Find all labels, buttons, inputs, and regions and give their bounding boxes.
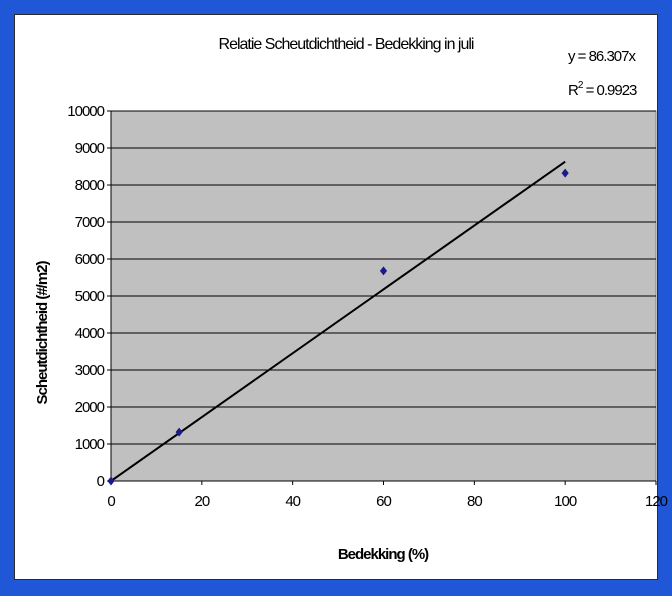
chart-title: Relatie Scheutdichtheid - Bedekking in j… (219, 36, 474, 53)
data-point-3 (379, 266, 388, 276)
r-squared-value: = 0.9923 (582, 82, 637, 99)
x-tick-label-60: 60 (376, 493, 391, 510)
y-tick-label-8000: 8000 (75, 177, 105, 194)
y-tick-label-3000: 3000 (75, 362, 105, 379)
x-tick-label-120: 120 (645, 493, 668, 510)
y-axis-title: Scheutdichtheid (#/m2) (34, 260, 51, 404)
x-tick-label-20: 20 (194, 493, 209, 510)
y-tick-label-1000: 1000 (75, 436, 105, 453)
r-squared-exponent: 2 (578, 80, 584, 91)
x-axis-title: Bedekking (%) (338, 546, 429, 563)
y-tick-label-2000: 2000 (75, 399, 105, 416)
r-squared: R2 = 0.9923 (568, 80, 637, 99)
x-tick-label-40: 40 (285, 493, 300, 510)
y-tick-label-6000: 6000 (75, 251, 105, 268)
x-tick-label-0: 0 (107, 493, 115, 510)
y-tick-label-7000: 7000 (75, 214, 105, 231)
data-point-4 (561, 168, 569, 178)
x-tick-label-80: 80 (467, 493, 482, 510)
r-squared-label: R (568, 82, 579, 99)
trendline-equation: y = 86.307x (568, 48, 636, 65)
y-tick-label-0: 0 (97, 473, 105, 490)
plot-layer: 0100020003000400050006000700080009000100… (67, 103, 668, 510)
y-tick-label-5000: 5000 (75, 288, 105, 305)
data-point-1 (107, 476, 115, 486)
y-tick-label-9000: 9000 (75, 140, 105, 157)
data-point-2 (175, 427, 183, 437)
x-tick-label-100: 100 (554, 493, 577, 510)
trendline (110, 160, 566, 482)
y-tick-label-4000: 4000 (75, 325, 105, 342)
y-tick-label-10000: 10000 (67, 103, 104, 120)
